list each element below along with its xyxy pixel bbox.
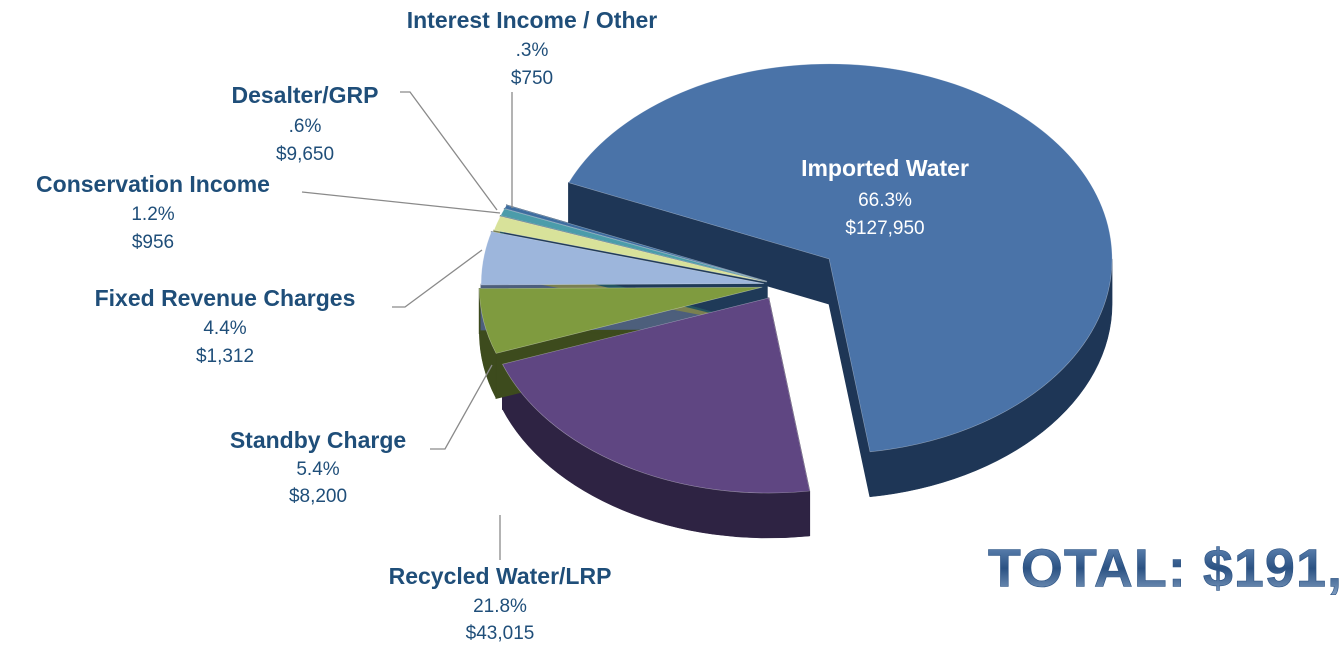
- slice-percent: 5.4%: [296, 459, 339, 480]
- pie-slice: [478, 286, 763, 354]
- slice-amount: $9,650: [276, 144, 334, 165]
- slice-name: Imported Water: [801, 155, 969, 181]
- leader-lines: [301, 91, 513, 560]
- leader-line: [400, 91, 498, 211]
- slice-name: Standby Charge: [230, 427, 406, 453]
- pie-slice: [493, 215, 767, 283]
- slice-tops: [478, 63, 1113, 494]
- leader-line: [301, 191, 501, 214]
- slice-percent: 66.3%: [858, 190, 912, 211]
- slice-amount: $1,312: [196, 346, 254, 367]
- pie-slice: [504, 204, 768, 282]
- slice-amount: $127,950: [845, 218, 924, 239]
- slice-percent: 1.2%: [131, 204, 174, 225]
- slice-name: Desalter/GRP: [231, 82, 378, 108]
- labels: Imported Water 66.3% $127,950 Recycled W…: [36, 7, 1339, 644]
- slice-percent: 4.4%: [203, 318, 246, 339]
- pie-slice: [480, 231, 765, 286]
- slice-name: Conservation Income: [36, 171, 270, 197]
- leader-line: [430, 364, 493, 450]
- pie-slice: [502, 297, 810, 494]
- slice-percent: .3%: [516, 40, 549, 61]
- slice-amount: $750: [511, 68, 553, 89]
- slice-amount: $956: [132, 232, 174, 253]
- slice-amount: $8,200: [289, 486, 347, 507]
- slice-name: Fixed Revenue Charges: [95, 285, 356, 311]
- slice-name: Recycled Water/LRP: [389, 563, 612, 589]
- pie: [478, 63, 1113, 539]
- leader-line: [392, 249, 483, 308]
- slice-name: Interest Income / Other: [407, 7, 658, 33]
- slice-amount: $43,015: [466, 623, 535, 644]
- pie-slice: [500, 208, 767, 282]
- total-annotation: TOTAL: $191,833: [988, 538, 1339, 598]
- slice-percent: .6%: [289, 116, 322, 137]
- slice-percent: 21.8%: [473, 596, 527, 617]
- pie-slice: [568, 63, 1113, 453]
